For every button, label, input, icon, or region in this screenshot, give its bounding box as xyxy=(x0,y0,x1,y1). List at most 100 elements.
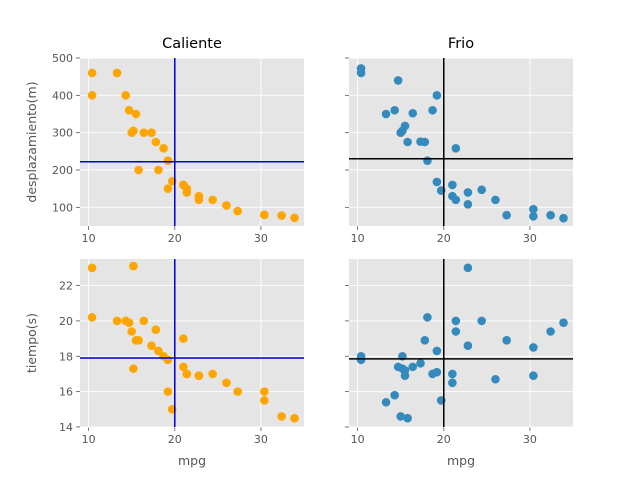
data-point xyxy=(163,387,173,396)
data-point xyxy=(233,387,242,396)
x-axis-label: mpg xyxy=(447,453,475,468)
data-point xyxy=(463,263,473,273)
data-point xyxy=(222,201,231,210)
plot-area xyxy=(349,58,573,226)
data-point xyxy=(559,213,568,223)
data-point xyxy=(147,341,156,350)
data-point xyxy=(182,369,192,379)
data-point xyxy=(233,206,242,216)
data-point xyxy=(163,355,173,365)
data-point xyxy=(529,204,538,214)
data-point xyxy=(222,378,231,388)
data-point xyxy=(491,374,500,384)
subplot-2: 10 20 30 Frio xyxy=(345,36,573,245)
data-point xyxy=(112,316,122,326)
x-tick-label: 10 xyxy=(351,433,365,446)
y-tick-label: 200 xyxy=(52,164,73,177)
data-point xyxy=(400,121,410,131)
data-point xyxy=(390,105,399,115)
x-axis-label: mpg xyxy=(178,453,206,468)
data-point xyxy=(420,336,430,345)
data-point xyxy=(420,137,430,147)
data-point xyxy=(403,137,412,147)
data-point xyxy=(139,316,149,326)
x-tick-label: 30 xyxy=(523,433,537,446)
data-point xyxy=(182,188,192,197)
data-point xyxy=(390,390,399,400)
x-tick-label: 20 xyxy=(437,433,451,446)
data-point xyxy=(159,144,168,153)
y-tick-label: 22 xyxy=(59,280,73,293)
data-point xyxy=(129,261,138,271)
subplot-3: 10 20 30 14 16 18 20 22 mpg tiempo(s) xyxy=(24,259,304,468)
subplot-4: 10 20 30 mpg xyxy=(345,259,573,468)
data-point xyxy=(87,68,97,78)
data-point xyxy=(194,195,204,205)
x-tick-label: 10 xyxy=(82,232,96,245)
data-point xyxy=(208,369,217,379)
data-point xyxy=(87,91,97,100)
data-point xyxy=(428,105,437,115)
data-point xyxy=(121,91,130,100)
data-point xyxy=(448,180,457,190)
y-tick-label: 300 xyxy=(52,127,73,140)
data-point xyxy=(448,369,457,379)
data-point xyxy=(381,109,391,119)
chart-title: Frio xyxy=(448,36,474,52)
data-point xyxy=(451,144,461,153)
data-point xyxy=(463,200,473,209)
x-tick-label: 20 xyxy=(437,232,451,245)
data-point xyxy=(477,316,486,326)
x-tick-label: 30 xyxy=(523,232,537,245)
data-point xyxy=(87,263,97,273)
data-point xyxy=(154,346,163,356)
y-tick-label: 20 xyxy=(59,315,73,328)
data-point xyxy=(87,313,97,322)
y-axis-label: desplazamiento(m) xyxy=(24,81,39,202)
data-point xyxy=(129,126,138,136)
data-point xyxy=(423,313,432,322)
data-point xyxy=(408,108,418,118)
data-point xyxy=(194,371,204,381)
data-point xyxy=(432,346,442,356)
data-point xyxy=(179,334,188,343)
data-point xyxy=(491,195,500,205)
data-point xyxy=(393,76,403,85)
chart-title: Caliente xyxy=(162,36,222,52)
data-point xyxy=(129,364,138,373)
y-tick-label: 100 xyxy=(52,201,73,214)
data-point xyxy=(179,362,188,372)
y-tick-label: 18 xyxy=(59,350,73,363)
data-point xyxy=(260,210,269,220)
y-tick-label: 16 xyxy=(59,386,73,399)
data-point xyxy=(163,156,173,165)
data-point xyxy=(260,396,269,405)
data-point xyxy=(529,371,538,381)
data-point xyxy=(423,156,432,165)
data-point xyxy=(463,188,473,197)
data-point xyxy=(463,341,473,350)
data-point xyxy=(477,185,486,195)
plot-area xyxy=(80,58,304,226)
data-point xyxy=(559,318,568,327)
data-point xyxy=(451,195,461,205)
data-point xyxy=(451,316,461,326)
data-point xyxy=(208,195,217,205)
data-point xyxy=(546,327,555,336)
data-point xyxy=(403,413,412,423)
data-point xyxy=(131,109,141,119)
data-point xyxy=(502,210,511,220)
x-tick-label: 30 xyxy=(254,433,268,446)
x-tick-label: 10 xyxy=(351,232,365,245)
data-point xyxy=(529,343,538,352)
data-point xyxy=(396,412,405,421)
data-point xyxy=(151,325,161,335)
data-point xyxy=(290,413,299,423)
y-tick-label: 500 xyxy=(52,52,73,65)
data-point xyxy=(134,165,143,175)
data-point xyxy=(139,128,149,137)
y-tick-label: 400 xyxy=(52,89,73,102)
data-point xyxy=(134,336,143,345)
data-point xyxy=(290,213,299,223)
data-point xyxy=(432,367,442,377)
